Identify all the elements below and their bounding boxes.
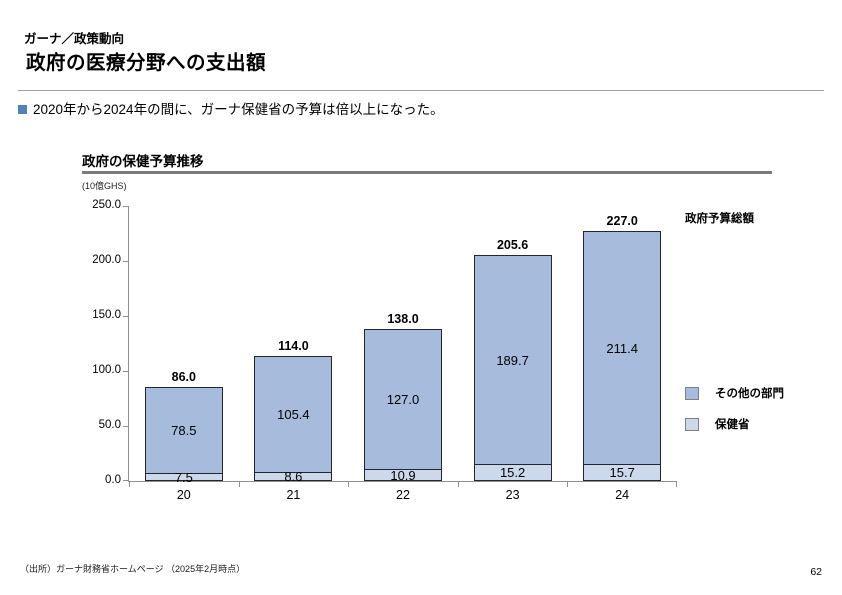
legend-swatch-other-sectors — [685, 386, 699, 400]
bar-segment-health-ministry: 7.5 — [144, 469, 223, 485]
key-message-text: 2020年から2024年の間に、ガーナ保健省の予算は倍以上になった。 — [33, 102, 444, 117]
y-axis-tick-label: 200.0 — [92, 254, 121, 266]
bar-total-label: 114.0 — [278, 339, 309, 353]
bar-segment-other-sectors: 105.4 — [254, 356, 333, 472]
chart-title: 政府の保健予算推移 — [82, 154, 204, 169]
bar-segment-health-ministry: 15.7 — [583, 464, 662, 481]
bar-segment-health-ministry: 10.9 — [364, 467, 442, 483]
bar-segment-health-ministry: 8.6 — [254, 469, 333, 484]
bar-value-label: 15.2 — [499, 465, 526, 480]
y-axis-tick-mark — [123, 371, 129, 372]
x-axis-category-label: 22 — [396, 488, 410, 502]
bar-segment-health-ministry: 15.2 — [473, 464, 552, 481]
y-axis-tick-label: 100.0 — [92, 364, 121, 376]
legend-swatch-health-ministry — [685, 417, 699, 431]
bar-total-label: 227.0 — [606, 214, 638, 228]
x-axis-tick-mark — [348, 481, 350, 487]
y-axis-tick-label: 150.0 — [92, 309, 121, 321]
y-axis-tick-label: 50.0 — [98, 419, 121, 431]
bar-group: 138.0 127.0 10.9 — [364, 312, 442, 483]
bar-total-label: 86.0 — [171, 370, 196, 384]
bar-value-label: 15.7 — [609, 465, 635, 480]
bar-value-label: 189.7 — [496, 352, 529, 368]
bar-group: 227.0 211.4 15.7 — [583, 214, 662, 481]
page-number: 62 — [810, 566, 822, 578]
x-axis-tick-mark — [676, 481, 677, 487]
x-axis-category-label: 21 — [286, 488, 301, 502]
bar-value-label: 211.4 — [606, 340, 638, 356]
y-axis-tick-mark — [123, 261, 129, 262]
x-axis-tick-mark — [129, 481, 130, 487]
annotation-total-budget: 政府予算総額 — [685, 213, 754, 225]
bar-segment-other-sectors: 78.5 — [144, 387, 223, 473]
bar-group: 205.6 189.7 15.2 — [473, 238, 552, 481]
plot-area: 250.0 200.0 150.0 100.0 50.0 0.0 86.0 78.5 7.5 20… — [92, 199, 677, 502]
x-axis-tick-mark — [457, 481, 459, 487]
bar-value-label: 10.9 — [390, 467, 416, 483]
axis-unit-label: (10億GHS) — [82, 181, 127, 191]
bullet-square-icon — [18, 105, 27, 114]
x-axis-category-label: 23 — [505, 488, 520, 502]
x-axis-category-label: 20 — [176, 488, 191, 502]
bar-group: 86.0 78.5 7.5 — [144, 370, 223, 485]
bar-segment-other-sectors: 211.4 — [583, 231, 662, 464]
legend-label-other-sectors: その他の部門 — [715, 388, 784, 400]
y-axis-tick-mark — [123, 480, 129, 481]
x-axis-tick-mark — [567, 481, 569, 487]
bar-total-label: 138.0 — [387, 312, 419, 326]
legend-item-health-ministry: 保健省 — [685, 416, 784, 432]
bar-segment-other-sectors: 189.7 — [473, 255, 552, 464]
y-axis-tick-label: 250.0 — [92, 199, 121, 211]
x-axis-tick-mark — [238, 481, 240, 487]
bar-value-label: 7.5 — [174, 469, 193, 485]
header-divider — [18, 90, 824, 91]
legend-item-other-sectors: その他の部門 — [685, 385, 784, 401]
bar-value-label: 127.0 — [386, 392, 420, 407]
bar-segment-other-sectors: 127.0 — [364, 329, 442, 469]
slide-kicker: ガーナ／政策動向 — [24, 32, 125, 46]
bar-value-label: 8.6 — [284, 469, 303, 484]
x-axis-category-label: 24 — [615, 488, 630, 502]
bar-group: 114.0 105.4 8.6 — [254, 339, 333, 484]
y-axis-tick-mark — [123, 316, 129, 317]
bar-value-label: 105.4 — [277, 407, 310, 422]
bar-total-label: 205.6 — [496, 238, 529, 252]
bar-value-label: 78.5 — [171, 423, 197, 438]
y-axis-tick-label: 0.0 — [105, 474, 121, 486]
y-axis-tick-mark — [123, 206, 129, 207]
page-title: 政府の医療分野への支出額 — [26, 52, 267, 74]
key-message: 2020年から2024年の間に、ガーナ保健省の予算は倍以上になった。 — [18, 101, 444, 118]
legend-label-health-ministry: 保健省 — [715, 419, 750, 431]
source-note: （出所）ガーナ財務省ホームページ （2025年2月時点） — [20, 564, 246, 574]
chart-legend: その他の部門 保健省 — [685, 385, 784, 447]
chart-title-underline — [82, 171, 772, 174]
y-axis-tick-mark — [123, 426, 129, 427]
